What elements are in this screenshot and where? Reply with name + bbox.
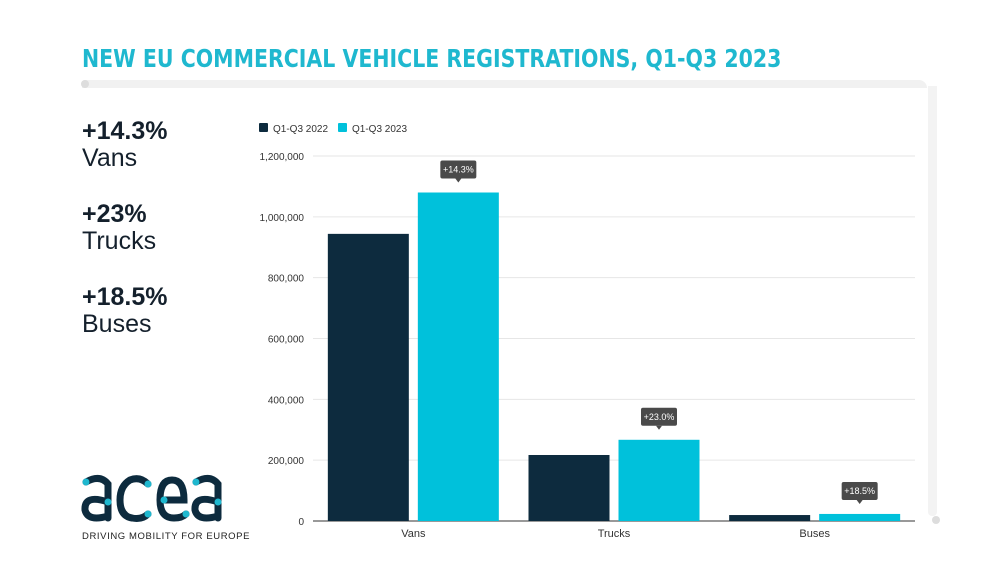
annotation-box [841, 481, 878, 500]
acea-logo [81, 475, 222, 522]
legend-swatch-2023 [338, 123, 347, 132]
annotation-pointer [656, 425, 662, 430]
legend-label-2023: Q1-Q3 2023 [352, 124, 407, 135]
page-title: NEW EU COMMERCIAL VEHICLE REGISTRATIONS,… [82, 44, 782, 73]
scrollbar[interactable] [928, 86, 937, 516]
y-tick-label: 1,200,000 [260, 152, 305, 163]
x-tick-label: Buses [799, 528, 830, 540]
bar-trucks-2023 [618, 439, 700, 521]
annotation-pointer [856, 499, 863, 504]
stat-pct: +14.3% [82, 117, 168, 145]
stat-trucks: +23% Trucks [82, 201, 156, 255]
y-tick-label: 800,000 [268, 274, 305, 285]
card-frame-top [82, 80, 927, 88]
annotation-label: +18.5% [844, 486, 875, 496]
y-tick-label: 600,000 [268, 335, 305, 346]
annotation-box [440, 160, 477, 179]
logo-tagline: DRIVING MOBILITY FOR EUROPE [82, 531, 251, 542]
annotation-pointer [455, 178, 462, 183]
card-dot [81, 80, 89, 88]
legend-label-2022: Q1-Q3 2022 [273, 124, 328, 135]
y-tick-label: 200,000 [268, 456, 305, 467]
stat-label: Trucks [82, 227, 157, 255]
annotation-box [641, 407, 677, 426]
y-tick-label: 0 [298, 517, 304, 528]
legend-swatch-2022 [259, 123, 268, 132]
stat-label: Vans [82, 144, 138, 172]
stat-vans: +14.3% Vans [82, 118, 168, 172]
bar-vans-2023 [417, 192, 499, 521]
bar-buses-2023 [819, 513, 901, 521]
bar-trucks-2022 [528, 454, 610, 521]
x-tick-label: Vans [401, 528, 426, 540]
stat-label: Buses [82, 310, 152, 338]
y-tick-label: 400,000 [268, 395, 305, 406]
stat-pct: +23% [82, 200, 147, 228]
annotation-label: +14.3% [443, 165, 474, 175]
bar-vans-2022 [327, 233, 409, 521]
card-dot [932, 516, 940, 524]
bar-buses-2022 [729, 515, 811, 521]
stat-buses: +18.5% Buses [82, 284, 168, 338]
legend: Q1-Q3 2022 Q1-Q3 2023 [259, 123, 407, 135]
y-tick-label: 1,000,000 [260, 213, 305, 224]
stat-pct: +18.5% [82, 283, 168, 311]
annotation-label: +23.0% [644, 412, 675, 422]
x-tick-label: Trucks [598, 528, 631, 540]
